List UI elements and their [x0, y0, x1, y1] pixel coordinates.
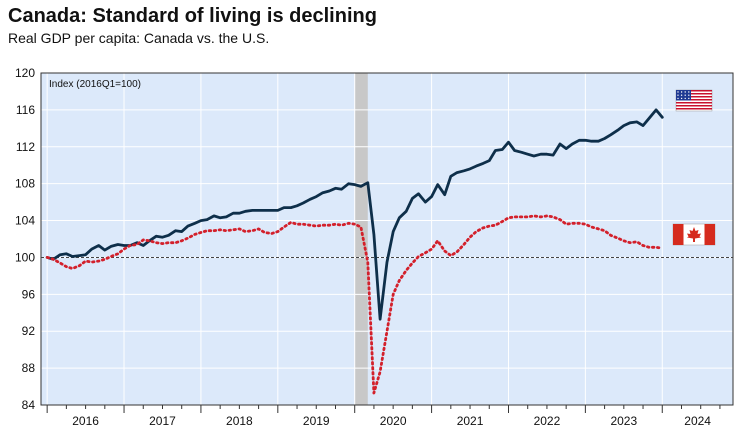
flag-stripe	[676, 90, 712, 92]
flag-star	[677, 97, 679, 100]
chart-title: Canada: Standard of living is declining	[8, 5, 377, 27]
flag-star	[680, 94, 683, 96]
flag-star	[684, 97, 686, 100]
flag-canton	[676, 90, 691, 101]
y-tick-label: 100	[15, 250, 35, 264]
y-tick-label: 112	[16, 140, 35, 154]
flag-stripe	[676, 105, 712, 107]
flag-stripe	[676, 93, 712, 95]
x-tick-label: 2022	[534, 414, 561, 428]
flag-star	[688, 94, 690, 96]
x-tick-label: 2017	[149, 414, 176, 428]
flag-stripe	[676, 108, 712, 110]
us-flag-icon	[675, 89, 713, 112]
flag-stripe	[676, 99, 712, 101]
series-line-canada	[45, 214, 664, 395]
x-tick-label: 2024	[684, 414, 711, 428]
y-tick-label: 120	[15, 66, 35, 80]
y-tick-label: 96	[22, 287, 36, 301]
flag-star	[677, 94, 679, 96]
flag-star	[684, 94, 686, 96]
flag-right-band	[704, 224, 715, 245]
y-tick-label: 84	[22, 398, 36, 412]
flag-star	[677, 91, 679, 93]
x-tick-label: 2023	[610, 414, 637, 428]
flag-star	[688, 97, 690, 100]
canada-flag-icon	[672, 223, 716, 246]
flag-star	[684, 91, 686, 93]
x-tick-label: 2019	[303, 414, 330, 428]
plot-frame	[40, 72, 734, 406]
flag-star	[680, 91, 683, 93]
y-tick-label: 104	[15, 214, 35, 228]
flag-stripe	[676, 96, 712, 98]
recession-shading	[354, 73, 368, 405]
x-tick-label: 2021	[457, 414, 484, 428]
flag-stripe	[676, 102, 712, 104]
maple-leaf	[687, 227, 701, 242]
y-tick-label: 88	[22, 361, 36, 375]
x-tick-label: 2018	[226, 414, 253, 428]
flag-star	[680, 97, 683, 100]
flag-star	[688, 91, 690, 93]
x-tick-label: 2020	[380, 414, 407, 428]
x-tick-label: 2016	[72, 414, 99, 428]
index-note: Index (2016Q1=100)	[49, 79, 141, 90]
y-tick-label: 92	[22, 324, 36, 338]
y-tick-label: 116	[16, 103, 35, 117]
chart-subtitle: Real GDP per capita: Canada vs. the U.S.	[8, 30, 270, 46]
plot-background	[41, 73, 733, 405]
flag-left-band	[673, 224, 684, 245]
y-tick-label: 108	[15, 177, 35, 191]
